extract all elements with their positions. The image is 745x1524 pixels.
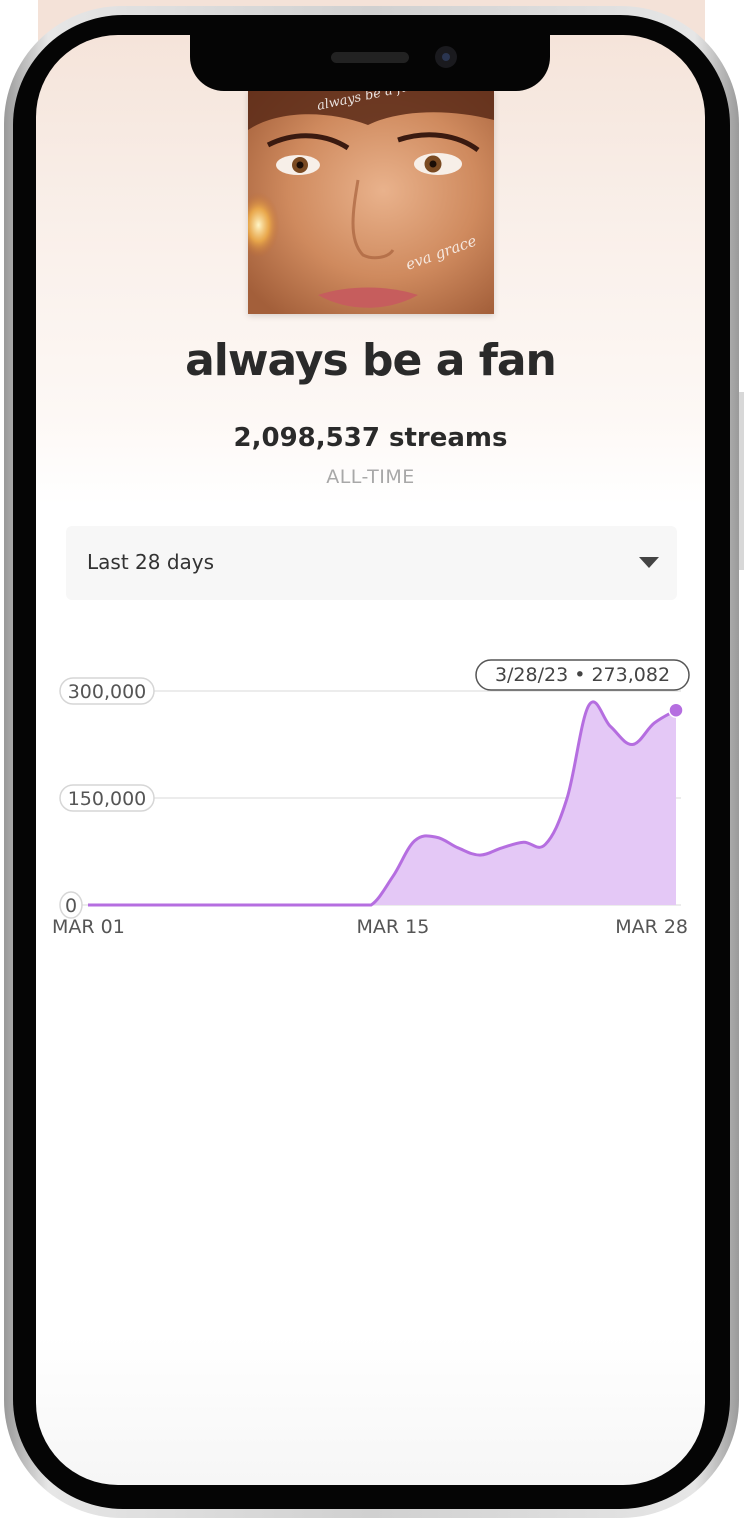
speaker-grille <box>331 52 409 63</box>
power-button <box>739 392 744 570</box>
y-tick-pill-2 <box>59 677 155 705</box>
album-cover[interactable]: always be a fan eva grace <box>248 90 494 314</box>
date-range-value: Last 28 days <box>87 550 215 574</box>
date-range-select[interactable]: Last 28 days <box>66 526 677 600</box>
tooltip-label: 3/28/23 • 273,082 <box>495 664 670 686</box>
stream-period: ALL-TIME <box>326 466 415 488</box>
tooltip-pill <box>475 659 690 691</box>
phone-notch <box>190 35 550 91</box>
x-tick-label: MAR 15 <box>356 916 429 935</box>
app-screen: always be a fan eva grace always be a fa… <box>36 35 705 1485</box>
album-cover-art: always be a fan eva grace <box>248 90 494 314</box>
y-tick-label: 300,000 <box>68 681 147 703</box>
y-tick-label: 150,000 <box>68 788 147 810</box>
front-camera <box>435 46 457 68</box>
series-area <box>88 701 676 905</box>
stream-count: 2,098,537 streams <box>233 423 508 453</box>
track-title: always be a fan <box>185 335 557 386</box>
series-line <box>88 700 677 907</box>
y-tick-label: 0 <box>65 895 77 917</box>
y-tick-pill-0 <box>59 891 83 919</box>
streams-chart[interactable]: 0 150,000 300,000 MAR 01 MAR 15 MAR 28 3/28/23… <box>36 615 705 935</box>
x-tick-label: MAR 28 <box>615 916 688 935</box>
x-tick-label: MAR 01 <box>52 916 125 935</box>
caret-down-icon <box>639 557 659 568</box>
highlight-point <box>668 702 684 718</box>
y-tick-pill-1 <box>59 784 155 812</box>
